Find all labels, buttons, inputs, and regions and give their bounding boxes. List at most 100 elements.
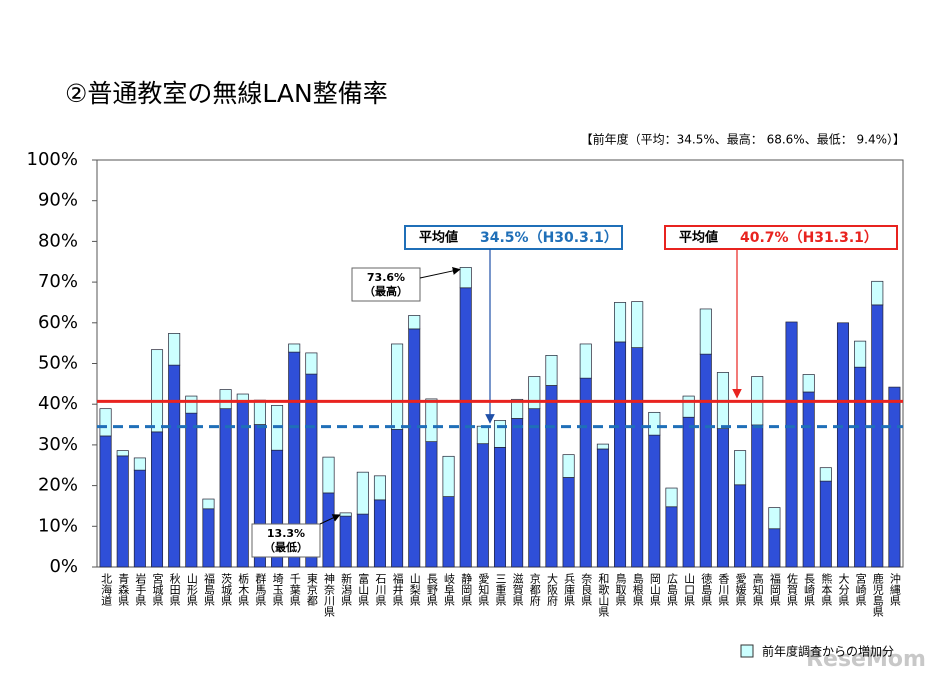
bar-segment — [562, 454, 575, 478]
reference-value: 34.5%（H30.3.1） — [480, 230, 618, 246]
bar-segment — [322, 492, 335, 568]
bar-segment — [614, 341, 627, 568]
bar-segment — [185, 395, 198, 414]
bar-segment — [425, 441, 438, 568]
bar-segment — [322, 456, 335, 494]
bar-segment — [339, 515, 352, 568]
bar-segment — [459, 267, 472, 289]
y-tick-label: 40% — [38, 393, 78, 414]
bar-segment — [476, 425, 489, 445]
bar-segment — [699, 353, 712, 568]
bar-segment — [219, 389, 232, 410]
x-tick-label: 新潟県 — [340, 572, 353, 607]
bar-segment — [339, 512, 352, 517]
bar-segment — [356, 513, 369, 568]
legend-swatch — [740, 644, 754, 658]
bar-segment — [185, 412, 198, 568]
x-tick-label: 鹿児島県 — [871, 572, 884, 618]
y-tick-label: 80% — [38, 230, 78, 251]
x-tick-label: 香川県 — [717, 573, 730, 607]
y-tick-label: 10% — [38, 515, 78, 536]
x-tick-label: 神奈川県 — [323, 572, 336, 618]
bar-segment — [305, 352, 318, 375]
bar-segment — [648, 411, 661, 436]
bar-segment — [151, 349, 164, 433]
reference-box — [664, 225, 898, 250]
x-tick-label: 京都府 — [528, 572, 541, 607]
x-tick-label: 滋賀県 — [511, 573, 524, 607]
x-tick-label: 岐阜県 — [443, 573, 456, 607]
y-tick-label: 30% — [38, 434, 78, 455]
x-tick-label: 秋田県 — [168, 572, 181, 607]
bar-segment — [425, 398, 438, 442]
x-tick-label: 徳島県 — [700, 573, 713, 607]
annotation-note: （最低） — [264, 540, 308, 554]
x-tick-label: 千葉県 — [288, 573, 301, 607]
bar-segment — [579, 343, 592, 379]
bar-segment — [854, 340, 867, 368]
bar-segment — [99, 435, 112, 568]
x-tick-label: 山形県 — [185, 573, 198, 607]
bar-segment — [528, 376, 541, 410]
x-tick-label: 栃木県 — [237, 572, 250, 607]
x-tick-label: 奈良県 — [580, 572, 593, 607]
bar-segment — [168, 364, 181, 568]
bar-segment — [511, 398, 524, 419]
annotation-label: 13.3% — [267, 527, 305, 540]
bar-segment — [442, 455, 455, 497]
x-tick-label: 大分県 — [837, 572, 850, 607]
reference-label: 平均値 — [679, 230, 718, 246]
annotation-arrow — [319, 514, 341, 525]
bar-segment — [116, 455, 129, 568]
bar-segment — [734, 450, 747, 486]
bar-segment — [356, 471, 369, 515]
x-tick-label: 佐賀県 — [786, 572, 799, 607]
bar-segment — [596, 448, 609, 568]
bar-segment — [871, 280, 884, 306]
x-tick-label: 鳥取県 — [614, 572, 627, 607]
x-tick-label: 愛媛県 — [734, 573, 747, 607]
bar-segment — [511, 418, 524, 568]
bar-segment — [391, 429, 404, 568]
reference-label: 平均値 — [419, 230, 458, 246]
y-tick-label: 20% — [38, 475, 78, 496]
x-tick-label: 和歌山県 — [597, 573, 610, 618]
bar-segment — [699, 308, 712, 355]
x-tick-label: 岡山県 — [648, 573, 661, 607]
x-tick-label: 青森県 — [117, 573, 130, 607]
bar-segment — [528, 408, 541, 568]
watermark: ReseMom — [806, 647, 926, 672]
chart-subtitle: 【前年度（平均：34.5%、最高： 68.6%、最低： 9.4%）】 — [581, 132, 905, 147]
x-tick-label: 高知県 — [751, 572, 764, 607]
bar-segment — [768, 507, 781, 530]
annotation-box — [351, 267, 421, 302]
x-tick-label: 静岡県 — [460, 572, 473, 607]
bar-segment — [391, 343, 404, 430]
x-tick-label: 沖縄県 — [888, 573, 901, 607]
bar-segment — [631, 347, 644, 568]
bar-segment — [99, 408, 112, 437]
bar-segment — [836, 322, 849, 568]
x-tick-label: 北海道 — [100, 573, 113, 606]
bar-segment — [682, 395, 695, 418]
y-tick-label: 100% — [27, 149, 78, 170]
bar-segment — [562, 477, 575, 568]
x-tick-label: 山梨県 — [408, 573, 421, 607]
x-tick-label: 広島県 — [665, 573, 678, 607]
bar-segment — [631, 301, 644, 348]
annotation-label: 73.6% — [367, 271, 405, 284]
bar-segment — [888, 386, 901, 568]
bar-segment — [596, 443, 609, 450]
x-tick-label: 東京都 — [305, 573, 318, 606]
bar-segment — [408, 315, 421, 330]
bar-segment — [665, 506, 678, 568]
bar-segment — [493, 420, 507, 448]
y-tick-label: 90% — [38, 190, 78, 211]
reference-value: 40.7%（H31.3.1） — [740, 230, 878, 246]
x-tick-label: 茨城県 — [220, 572, 233, 607]
bar-segment — [151, 431, 164, 568]
bar-segment — [219, 408, 232, 568]
y-tick-label: 70% — [38, 271, 78, 292]
x-tick-label: 島根県 — [631, 572, 644, 607]
